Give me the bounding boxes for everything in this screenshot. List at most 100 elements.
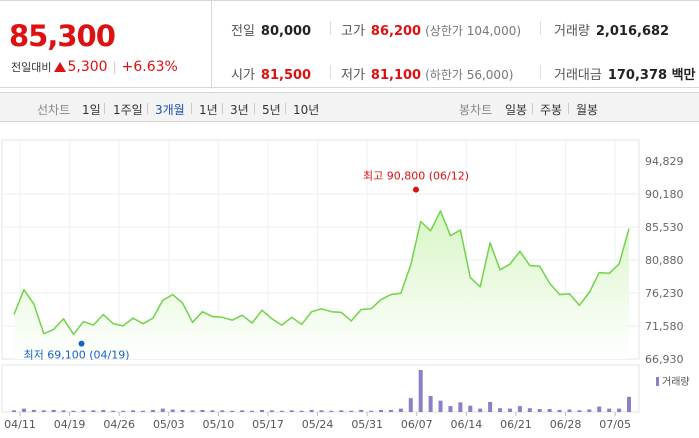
x-tick-label: 06/21	[500, 418, 532, 431]
x-tick-label: 06/14	[451, 418, 483, 431]
max-label: 최고 90,800 (06/12)	[363, 170, 469, 183]
volume-bar	[230, 410, 235, 412]
divider	[104, 103, 105, 114]
period-3y[interactable]: 3년	[230, 103, 249, 117]
stat-amount: 거래대금 170,378 백만	[554, 64, 696, 83]
current-price: 85,300	[9, 19, 116, 53]
stat-prev-close: 전일 80,000	[231, 20, 311, 39]
x-tick-label: 04/11	[4, 418, 36, 431]
change-percent: +6.63%	[121, 59, 178, 75]
y-tick-label: 80,880	[645, 254, 684, 267]
volume-bar	[91, 410, 96, 412]
volume-bar	[379, 409, 384, 412]
stat-high: 고가 86,200 (상한가 104,000)	[341, 20, 521, 39]
stat-label: 거래량	[554, 24, 590, 39]
volume-bar	[339, 410, 344, 412]
candle-weekly[interactable]: 주봉	[540, 103, 563, 117]
change-value: 5,300	[67, 59, 108, 75]
period-1d[interactable]: 1일	[82, 103, 101, 117]
volume-bar	[458, 402, 463, 412]
stock-summary: 85,300 전일대비 5,300 | +6.63% 전일 80,000 고가 86,20…	[0, 0, 699, 89]
volume-bar	[527, 408, 532, 412]
volume-bar	[418, 370, 423, 412]
volume-frame	[1, 364, 640, 413]
stat-label: 저가	[341, 68, 365, 83]
volume-bar	[488, 401, 493, 412]
divider	[222, 103, 223, 114]
divider	[540, 65, 541, 79]
volume-bar	[71, 410, 76, 412]
y-tick-label: 85,530	[645, 221, 684, 234]
period-3m[interactable]: 3개월	[155, 103, 185, 117]
price-area	[14, 210, 629, 359]
volume-bar	[210, 410, 215, 412]
stat-label: 시가	[231, 68, 255, 83]
period-10y[interactable]: 10년	[293, 103, 320, 117]
price-chart: 94,829 90,180 85,530 80,880 76,230 71,580 66,9…	[1, 139, 690, 431]
y-tick-label: 94,829	[645, 155, 684, 168]
stat-value: 81,500	[260, 68, 312, 83]
y-tick-label: 66,930	[645, 353, 684, 366]
x-tick-label: 05/17	[252, 418, 284, 431]
volume-bar	[319, 410, 324, 412]
x-tick-label: 06/07	[401, 418, 433, 431]
divider	[285, 103, 286, 114]
volume-bar	[577, 410, 582, 412]
candle-monthly[interactable]: 월봉	[576, 103, 599, 117]
max-marker	[413, 186, 419, 193]
volume-bar	[131, 410, 136, 412]
divider	[532, 103, 533, 114]
volume-bar	[259, 409, 264, 412]
period-1y[interactable]: 1년	[199, 103, 218, 117]
volume-bar	[627, 396, 631, 412]
volume-bar	[537, 409, 542, 412]
volume-bar	[220, 410, 225, 412]
volume-bar	[299, 410, 304, 412]
volume-bar	[289, 410, 294, 412]
volume-bar	[170, 409, 175, 412]
price-line	[13, 210, 630, 336]
volume-bar	[517, 406, 522, 412]
volume-bar	[507, 408, 512, 412]
volume-bar	[428, 396, 433, 412]
volume-bar	[150, 409, 155, 412]
volume-bar	[160, 408, 165, 412]
x-tick-label: 05/24	[302, 418, 334, 431]
volume-bar	[547, 409, 552, 412]
volume-bar	[180, 409, 185, 412]
volume-bar	[597, 406, 602, 412]
volume-bar	[408, 398, 413, 412]
candle-daily[interactable]: 일봉	[505, 103, 528, 117]
volume-bar	[121, 410, 126, 412]
volume-bar	[240, 410, 245, 412]
divider	[147, 103, 148, 114]
volume-bar	[388, 409, 393, 412]
stat-value: 2,016,682	[595, 24, 670, 39]
volume-bar	[279, 410, 284, 412]
period-1w[interactable]: 1주일	[113, 103, 143, 117]
divider	[540, 21, 541, 35]
stat-sub: (상한가 104,000)	[425, 24, 522, 38]
change-label: 전일대비	[11, 61, 52, 74]
x-tick-label: 04/26	[103, 418, 135, 431]
stat-label: 고가	[341, 24, 365, 39]
divider	[568, 103, 569, 114]
stat-sub: (하한가 56,000)	[425, 68, 514, 82]
y-tick-label: 76,230	[645, 287, 684, 300]
stat-value: 170,378 백만	[607, 68, 696, 83]
volume-bar	[111, 410, 116, 412]
volume-legend-label: 거래량	[662, 376, 690, 388]
volume-bar	[438, 400, 443, 412]
divider: |	[112, 60, 117, 74]
volume-bar	[41, 410, 46, 412]
period-5y[interactable]: 5년	[262, 103, 281, 117]
volume-bar	[200, 409, 205, 412]
volume-legend-swatch	[656, 377, 659, 386]
volume-bar	[398, 408, 403, 412]
volume-bar	[250, 410, 255, 412]
x-tick-label: 05/31	[351, 418, 383, 431]
x-tick-label: 06/28	[550, 418, 582, 431]
stat-label: 거래대금	[554, 68, 602, 83]
volume-bar	[468, 405, 473, 412]
volume-bar	[617, 408, 622, 412]
